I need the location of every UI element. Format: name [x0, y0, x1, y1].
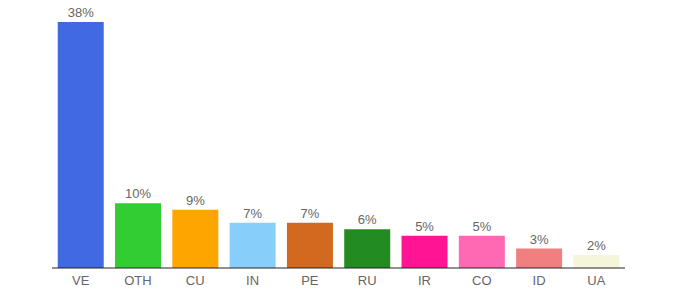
- svg-text:7%: 7%: [243, 206, 262, 221]
- svg-text:PE: PE: [301, 273, 319, 288]
- svg-text:CO: CO: [472, 273, 492, 288]
- svg-text:IN: IN: [246, 273, 259, 288]
- svg-text:3%: 3%: [530, 232, 549, 247]
- svg-text:2%: 2%: [587, 238, 606, 253]
- svg-text:RU: RU: [358, 273, 377, 288]
- svg-text:IR: IR: [418, 273, 431, 288]
- svg-text:6%: 6%: [358, 212, 377, 227]
- svg-text:7%: 7%: [301, 206, 320, 221]
- svg-text:OTH: OTH: [124, 273, 151, 288]
- svg-text:VE: VE: [72, 273, 90, 288]
- svg-text:UA: UA: [587, 273, 605, 288]
- svg-text:10%: 10%: [125, 186, 151, 201]
- svg-text:CU: CU: [186, 273, 205, 288]
- svg-text:38%: 38%: [68, 5, 94, 20]
- svg-text:ID: ID: [533, 273, 546, 288]
- svg-text:9%: 9%: [186, 193, 205, 208]
- svg-text:5%: 5%: [415, 219, 434, 234]
- svg-text:5%: 5%: [472, 219, 491, 234]
